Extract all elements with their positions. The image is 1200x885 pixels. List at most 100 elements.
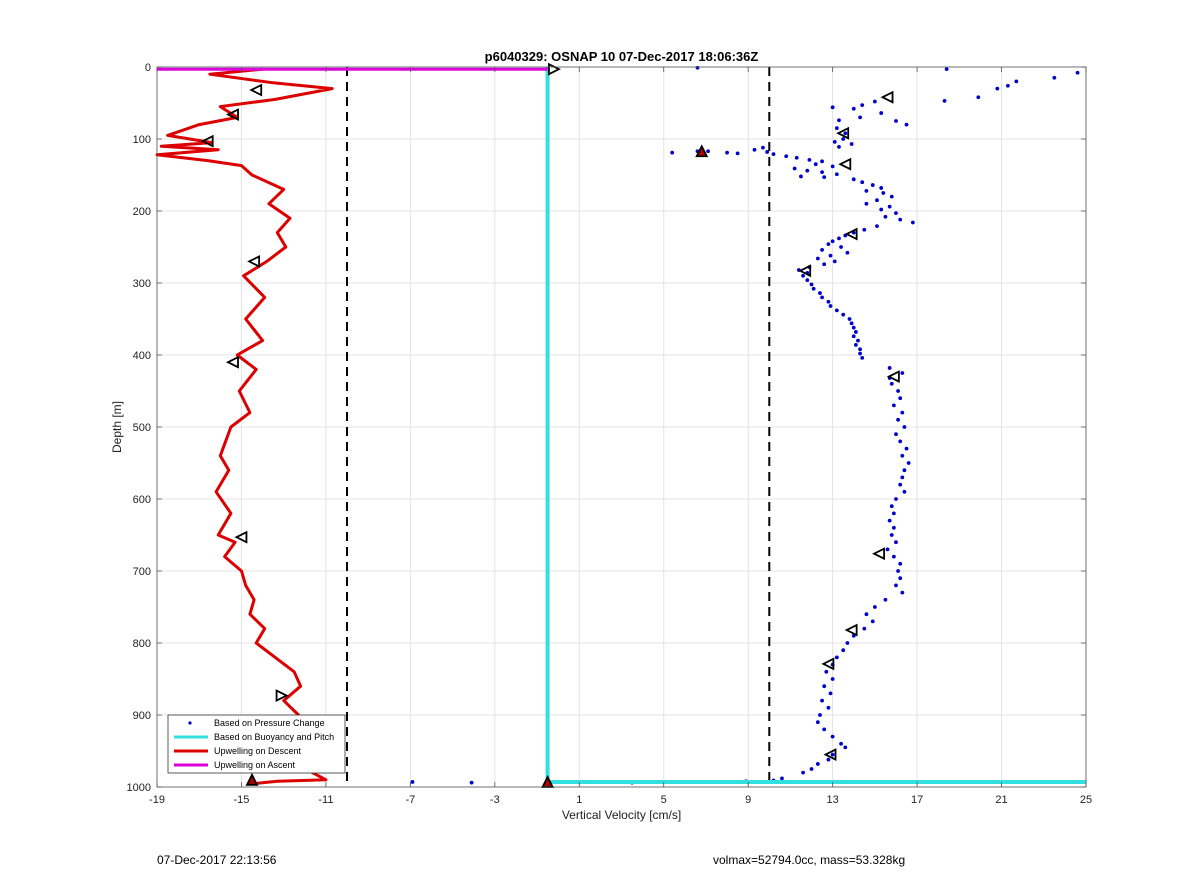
legend-box	[167, 714, 346, 774]
data-point	[826, 242, 831, 247]
y-tick-label: 0	[145, 62, 151, 74]
legend-label: Based on Pressure Change	[214, 718, 325, 728]
data-point	[906, 461, 911, 465]
triangle-marker	[245, 772, 259, 786]
data-point	[875, 224, 879, 229]
data-point	[1014, 79, 1019, 84]
triangle-marker	[234, 530, 248, 544]
data-point	[830, 734, 835, 739]
ticks: -19 -15 -11 -7 -3 1 5 9 13 17 21 25 0 100 200 300 400 500…	[127, 62, 1093, 806]
triangle-marker	[872, 547, 885, 561]
x-tick-label: -19	[149, 794, 165, 806]
data-point	[891, 511, 896, 516]
data-point	[894, 583, 898, 588]
data-point	[864, 201, 869, 206]
data-point	[885, 547, 890, 552]
data-point	[898, 217, 903, 222]
data-point	[889, 381, 894, 386]
triangle-marker	[200, 134, 214, 148]
data-point	[801, 770, 805, 775]
data-point	[894, 497, 898, 501]
data-point	[862, 227, 867, 232]
data-point	[904, 446, 909, 451]
data-point	[887, 204, 892, 209]
data-point	[849, 142, 854, 146]
data-point	[995, 86, 1000, 91]
data-point	[891, 525, 896, 530]
data-point	[815, 720, 820, 725]
data-point	[894, 119, 898, 123]
data-point	[858, 115, 862, 120]
data-point	[761, 145, 765, 150]
y-tick-label: 700	[133, 566, 151, 578]
triangle-marker	[844, 623, 858, 637]
data-point	[843, 131, 848, 136]
data-point	[900, 590, 905, 595]
data-point	[875, 198, 879, 203]
data-point	[834, 172, 839, 177]
data-point	[832, 259, 837, 264]
data-point	[830, 105, 835, 110]
data-point	[469, 780, 474, 785]
data-point	[1075, 70, 1080, 75]
data-point	[822, 684, 827, 689]
x-tick-label: -15	[234, 794, 250, 806]
data-point	[864, 612, 869, 617]
x-tick-label: 25	[1080, 794, 1092, 806]
data-point	[843, 745, 848, 750]
data-point	[837, 236, 841, 241]
x-tick-label: 13	[827, 794, 839, 806]
data-point	[830, 239, 835, 244]
data-point	[858, 351, 862, 356]
triangle-marker	[886, 370, 900, 384]
data-point	[881, 191, 886, 195]
data-point	[858, 347, 862, 352]
data-point	[818, 713, 822, 717]
data-point	[820, 159, 824, 164]
triangle-marker	[225, 108, 239, 121]
data-point	[864, 188, 869, 193]
x-tick-label: 17	[911, 794, 923, 806]
triangle-marker	[836, 126, 850, 140]
data-point	[801, 273, 805, 278]
data-point	[845, 250, 850, 255]
x-tick-label: 9	[745, 794, 751, 806]
triangle-marker	[880, 90, 894, 104]
data-point	[851, 325, 856, 330]
data-point	[822, 175, 827, 180]
data-point	[862, 626, 867, 631]
data-point	[847, 317, 852, 321]
data-point	[898, 482, 903, 487]
data-point	[410, 780, 415, 784]
data-point	[809, 767, 814, 771]
data-point	[830, 164, 835, 169]
data-point	[870, 183, 875, 187]
y-tick-label: 900	[133, 710, 151, 722]
data-point	[725, 150, 729, 155]
data-point	[904, 122, 909, 127]
legend-swatch	[188, 721, 192, 725]
data-point	[826, 299, 831, 304]
y-tick-label: 200	[133, 206, 151, 218]
x-tick-label: 21	[995, 794, 1007, 806]
data-point	[851, 334, 856, 339]
data-point	[805, 278, 810, 283]
data-point	[856, 338, 860, 343]
legend-label: Upwelling on Ascent	[214, 760, 296, 770]
data-point	[834, 655, 839, 660]
data-point	[902, 468, 907, 473]
data-point	[830, 677, 835, 681]
data-point	[841, 312, 846, 317]
data-point	[902, 425, 907, 429]
x-tick-label: 1	[576, 794, 582, 806]
data-point	[872, 99, 877, 104]
data-point	[830, 752, 835, 757]
data-point	[811, 286, 816, 291]
data-point	[894, 540, 898, 545]
data-point	[841, 648, 846, 653]
data-point	[942, 98, 947, 103]
data-point	[883, 597, 888, 602]
x-tick-label: 5	[661, 794, 667, 806]
data-point	[902, 489, 907, 494]
y-tick-label: 800	[133, 638, 151, 650]
